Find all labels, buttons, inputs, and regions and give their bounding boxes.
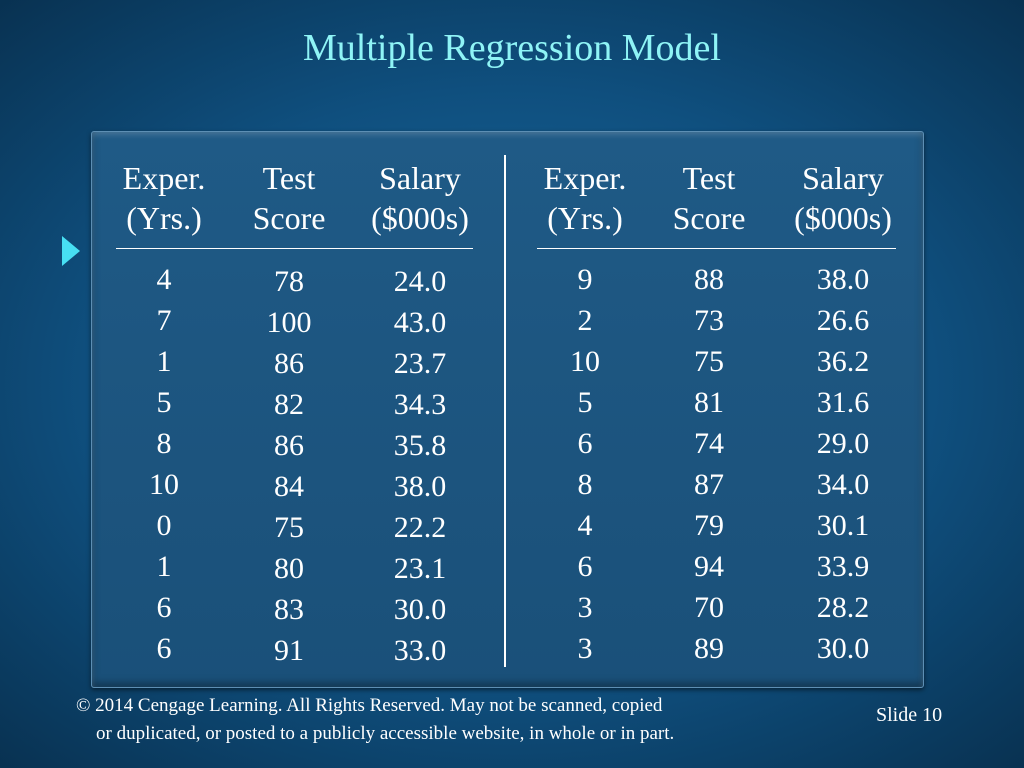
table-cell: 38.0 bbox=[393, 470, 447, 503]
table-cell: 80 bbox=[274, 552, 304, 585]
header-line-2: Score bbox=[252, 200, 326, 236]
table-cell: 73 bbox=[694, 304, 724, 337]
table-cell: 3 bbox=[577, 591, 593, 624]
table-cell: 74 bbox=[694, 427, 724, 460]
table-cell: 89 bbox=[694, 632, 724, 665]
table-cell: 86 bbox=[274, 347, 304, 380]
left-table-header-1: Test Score bbox=[234, 158, 344, 238]
table-cell: 75 bbox=[694, 345, 724, 378]
table-cell: 23.1 bbox=[393, 552, 447, 585]
header-line-1: Exper. bbox=[543, 160, 627, 196]
table-cell: 82 bbox=[274, 388, 304, 421]
table-cell: 87 bbox=[694, 468, 724, 501]
header-line-2: ($000s) bbox=[794, 200, 892, 236]
header-line-1: Exper. bbox=[122, 160, 206, 196]
table-cell: 34.3 bbox=[393, 388, 447, 421]
left-table-header-0: Exper. (Yrs.) bbox=[104, 158, 224, 238]
header-line-2: ($000s) bbox=[371, 200, 469, 236]
table-cell: 75 bbox=[274, 511, 304, 544]
table-cell: 34.0 bbox=[816, 468, 870, 501]
copyright-line-2: or duplicated, or posted to a publicly a… bbox=[96, 723, 675, 744]
table-cell: 91 bbox=[274, 634, 304, 667]
table-cell: 4 bbox=[577, 509, 593, 542]
copyright-notice: © 2014 Cengage Learning. All Rights Rese… bbox=[76, 692, 674, 748]
table-cell: 1 bbox=[156, 550, 172, 583]
table-cell: 6 bbox=[577, 550, 593, 583]
slide-title: Multiple Regression Model bbox=[303, 27, 721, 69]
header-line-1: Salary bbox=[379, 160, 461, 196]
header-line-2: (Yrs.) bbox=[547, 200, 623, 236]
table-cell: 1 bbox=[156, 345, 172, 378]
table-cell: 6 bbox=[577, 427, 593, 460]
table-cell: 30.0 bbox=[393, 593, 447, 626]
table-cell: 38.0 bbox=[816, 263, 870, 296]
table-cell: 23.7 bbox=[393, 347, 447, 380]
right-table-header-1: Test Score bbox=[654, 158, 764, 238]
header-line-1: Test bbox=[262, 160, 316, 196]
table-cell: 33.0 bbox=[393, 634, 447, 667]
table-cell: 24.0 bbox=[393, 265, 447, 298]
table-cell: 22.2 bbox=[393, 511, 447, 544]
table-cell: 10 bbox=[570, 345, 600, 378]
right-header-underline bbox=[537, 248, 896, 249]
right-table-header-0: Exper. (Yrs.) bbox=[525, 158, 645, 238]
slide-number: Slide 10 bbox=[876, 704, 943, 726]
header-line-1: Test bbox=[682, 160, 736, 196]
data-table-panel bbox=[91, 131, 924, 688]
left-table-header-2: Salary ($000s) bbox=[355, 158, 485, 238]
header-line-2: Score bbox=[672, 200, 746, 236]
table-cell: 7 bbox=[156, 304, 172, 337]
table-cell: 36.2 bbox=[816, 345, 870, 378]
table-cell: 2 bbox=[577, 304, 593, 337]
table-cell: 3 bbox=[577, 632, 593, 665]
table-divider bbox=[504, 155, 506, 667]
table-cell: 28.2 bbox=[816, 591, 870, 624]
table-cell: 31.6 bbox=[816, 386, 870, 419]
table-cell: 6 bbox=[156, 591, 172, 624]
table-cell: 8 bbox=[577, 468, 593, 501]
table-cell: 78 bbox=[274, 265, 304, 298]
table-cell: 100 bbox=[266, 306, 312, 339]
table-cell: 26.6 bbox=[816, 304, 870, 337]
table-cell: 30.0 bbox=[816, 632, 870, 665]
table-cell: 5 bbox=[156, 386, 172, 419]
copyright-line-1: © 2014 Cengage Learning. All Rights Rese… bbox=[76, 695, 663, 716]
table-cell: 6 bbox=[156, 632, 172, 665]
table-cell: 84 bbox=[274, 470, 304, 503]
table-cell: 5 bbox=[577, 386, 593, 419]
table-cell: 0 bbox=[156, 509, 172, 542]
bullet-arrow-icon bbox=[62, 236, 80, 266]
table-cell: 94 bbox=[694, 550, 724, 583]
header-line-2: (Yrs.) bbox=[126, 200, 202, 236]
right-table-header-2: Salary ($000s) bbox=[778, 158, 908, 238]
table-cell: 29.0 bbox=[816, 427, 870, 460]
left-header-underline bbox=[116, 248, 473, 249]
header-line-1: Salary bbox=[802, 160, 884, 196]
table-cell: 86 bbox=[274, 429, 304, 462]
table-cell: 10 bbox=[149, 468, 179, 501]
table-cell: 88 bbox=[694, 263, 724, 296]
table-cell: 81 bbox=[694, 386, 724, 419]
table-cell: 35.8 bbox=[393, 429, 447, 462]
table-cell: 43.0 bbox=[393, 306, 447, 339]
table-cell: 33.9 bbox=[816, 550, 870, 583]
table-cell: 30.1 bbox=[816, 509, 870, 542]
table-cell: 9 bbox=[577, 263, 593, 296]
table-cell: 8 bbox=[156, 427, 172, 460]
table-cell: 70 bbox=[694, 591, 724, 624]
table-cell: 79 bbox=[694, 509, 724, 542]
table-cell: 4 bbox=[156, 263, 172, 296]
table-cell: 83 bbox=[274, 593, 304, 626]
